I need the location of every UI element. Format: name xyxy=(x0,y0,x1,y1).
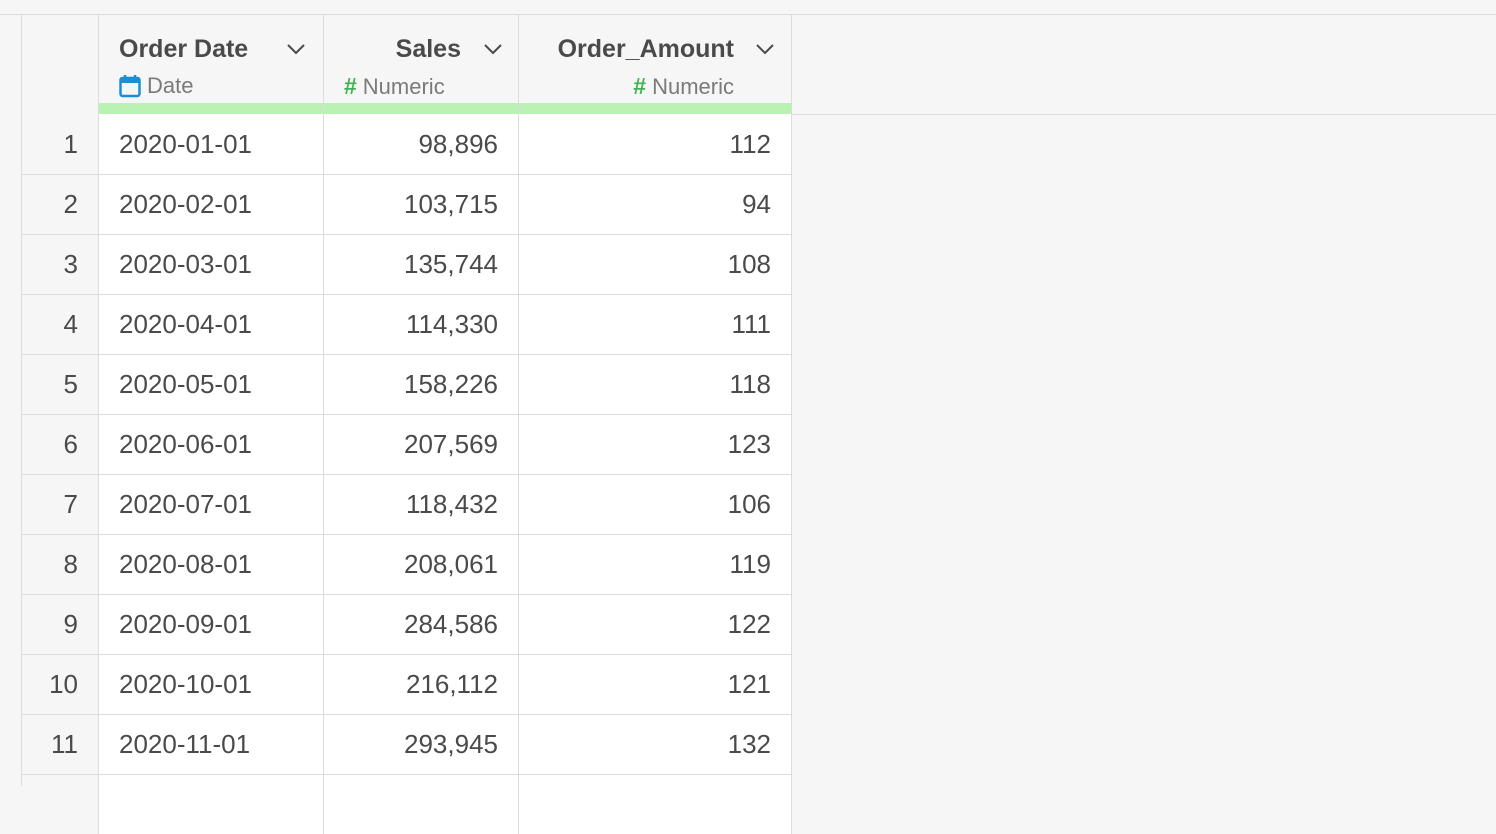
cell-order-date[interactable]: 2020-04-01 xyxy=(99,294,324,354)
row-number: 4 xyxy=(22,294,99,354)
row-number: 10 xyxy=(22,654,99,714)
cell-order-amount[interactable]: 111 xyxy=(519,294,792,354)
cell-sales[interactable]: 103,715 xyxy=(324,174,519,234)
column-name: Order_Amount xyxy=(557,35,734,63)
cell-order-amount[interactable]: 119 xyxy=(519,534,792,594)
row-number: 6 xyxy=(22,414,99,474)
left-border xyxy=(21,14,22,786)
cell-order-date[interactable]: 2020-05-01 xyxy=(99,354,324,414)
cell-sales[interactable]: 135,744 xyxy=(324,234,519,294)
row-number: 1 xyxy=(22,114,99,174)
hash-icon: # xyxy=(344,73,357,99)
calendar-icon xyxy=(119,75,141,98)
row-number: 9 xyxy=(22,594,99,654)
cell-order-date[interactable]: 2020-11-01 xyxy=(99,714,324,774)
cell-sales[interactable]: 207,569 xyxy=(324,414,519,474)
cell-sales[interactable]: 208,061 xyxy=(324,534,519,594)
cell-order-date[interactable]: 2020-07-01 xyxy=(99,474,324,534)
data-quality-bar[interactable] xyxy=(324,103,518,114)
data-table: Order Date Date Sales # xyxy=(22,15,792,834)
cell-order-date[interactable]: 2020-09-01 xyxy=(99,594,324,654)
row-number: 8 xyxy=(22,534,99,594)
cell-order-amount[interactable]: 112 xyxy=(519,114,792,174)
row-number-header xyxy=(22,15,99,114)
cell-sales[interactable]: 98,896 xyxy=(324,114,519,174)
cell-sales[interactable]: 293,945 xyxy=(324,714,519,774)
cell-sales[interactable]: 114,330 xyxy=(324,294,519,354)
data-quality-bar[interactable] xyxy=(99,103,323,114)
hash-icon: # xyxy=(633,73,647,99)
cell-order-amount[interactable]: 94 xyxy=(519,174,792,234)
data-grid-view: Order Date Date Sales # xyxy=(0,14,1496,834)
cell-sales[interactable]: 284,586 xyxy=(324,594,519,654)
column-type: # Numeric xyxy=(633,73,734,100)
cell-order-amount[interactable]: 122 xyxy=(519,594,792,654)
column-type-label: Numeric xyxy=(362,73,445,99)
row-number: 11 xyxy=(22,714,99,774)
cell-order-date[interactable]: 2020-10-01 xyxy=(99,654,324,714)
row-number: 3 xyxy=(22,234,99,294)
column-type: Date xyxy=(119,73,193,99)
cell-order-amount[interactable]: 108 xyxy=(519,234,792,294)
cell-order-amount[interactable]: 121 xyxy=(519,654,792,714)
column-header-order-amount[interactable]: Order_Amount # Numeric xyxy=(519,15,792,114)
cell-order-date[interactable]: 2020-03-01 xyxy=(99,234,324,294)
chevron-down-icon[interactable] xyxy=(755,42,775,56)
cell-order-amount[interactable]: 123 xyxy=(519,414,792,474)
cell-sales[interactable]: 158,226 xyxy=(324,354,519,414)
top-border xyxy=(0,14,1496,15)
chevron-down-icon[interactable] xyxy=(286,42,306,56)
row-number: 7 xyxy=(22,474,99,534)
cell-order-amount[interactable]: 132 xyxy=(519,714,792,774)
data-quality-bar[interactable] xyxy=(519,103,791,114)
cell-order-date[interactable]: 2020-01-01 xyxy=(99,114,324,174)
table-row-partial xyxy=(22,774,99,834)
column-type-label: Date xyxy=(147,73,194,98)
column-header-sales[interactable]: Sales # Numeric xyxy=(324,15,519,114)
column-type: # Numeric xyxy=(344,73,445,100)
cell-order-date[interactable]: 2020-08-01 xyxy=(99,534,324,594)
chevron-down-icon[interactable] xyxy=(483,42,503,56)
table-row-partial xyxy=(519,774,792,834)
cell-order-date[interactable]: 2020-06-01 xyxy=(99,414,324,474)
row-number: 2 xyxy=(22,174,99,234)
column-name: Order Date xyxy=(119,35,249,63)
table-row-partial xyxy=(99,774,324,834)
table-row-partial xyxy=(324,774,519,834)
cell-order-date[interactable]: 2020-02-01 xyxy=(99,174,324,234)
column-header-order-date[interactable]: Order Date Date xyxy=(99,15,324,114)
cell-sales[interactable]: 216,112 xyxy=(324,654,519,714)
row-number: 5 xyxy=(22,354,99,414)
cell-sales[interactable]: 118,432 xyxy=(324,474,519,534)
column-name: Sales xyxy=(395,35,461,63)
cell-order-amount[interactable]: 118 xyxy=(519,354,792,414)
column-type-label: Numeric xyxy=(652,73,734,99)
cell-order-amount[interactable]: 106 xyxy=(519,474,792,534)
